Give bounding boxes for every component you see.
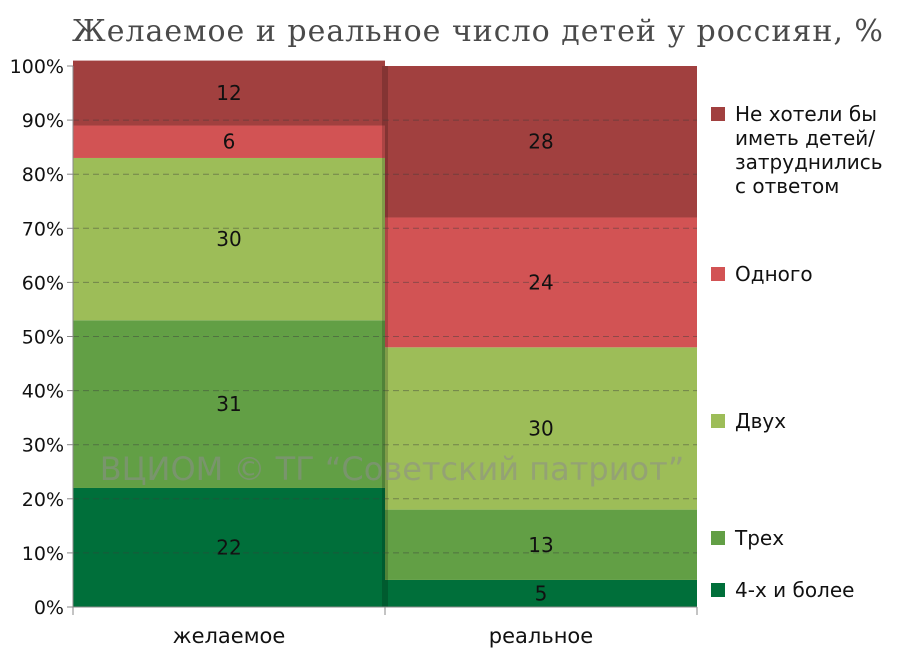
data-label: 30: [216, 227, 241, 251]
x-tick-label: реальное: [489, 624, 593, 648]
legend-swatch: [711, 531, 725, 545]
x-tick-label: желаемое: [173, 624, 286, 648]
y-tick-label: 40%: [22, 381, 64, 403]
legend-swatch: [711, 414, 725, 428]
watermark-text: ВЦИОМ © ТГ “Советский патриот”: [100, 450, 685, 488]
bar-segment: [385, 579, 697, 607]
y-tick-label: 50%: [22, 327, 64, 349]
legend-label: Не хотели бы: [735, 102, 877, 126]
bar-segment: [385, 217, 697, 348]
y-tick-label: 20%: [22, 489, 64, 511]
legend-swatch: [711, 583, 725, 597]
legend-label: Двух: [735, 409, 786, 433]
y-tick-label: 0%: [34, 597, 64, 619]
legend-label: затруднились: [735, 150, 883, 174]
legend-label: Одного: [735, 262, 813, 286]
legend-label: 4-х и более: [735, 578, 854, 602]
y-tick-label: 70%: [22, 218, 64, 240]
data-label: 30: [528, 416, 553, 440]
column-divider: [382, 66, 388, 607]
chart-title: Желаемое и реальное число детей у россия…: [72, 14, 884, 49]
legend-label: с ответом: [735, 174, 839, 198]
data-label: 5: [535, 581, 548, 605]
legend-swatch: [711, 267, 725, 281]
y-tick-label: 100%: [10, 56, 64, 78]
legend-label: Трех: [734, 526, 784, 550]
legend-swatch: [711, 107, 725, 121]
y-tick-label: 10%: [22, 543, 64, 565]
bar-segment: [385, 347, 697, 510]
bar-segment: [73, 125, 385, 158]
bar-segment: [385, 66, 697, 218]
data-label: 31: [216, 392, 241, 416]
bar-segment: [73, 60, 385, 126]
bar-segment: [73, 157, 385, 321]
data-label: 6: [223, 130, 236, 154]
bar-segment: [73, 320, 385, 488]
data-label: 24: [528, 270, 553, 294]
y-tick-label: 90%: [22, 110, 64, 132]
bar-segment: [73, 487, 385, 607]
y-tick-label: 30%: [22, 435, 64, 457]
data-label: 12: [216, 81, 241, 105]
y-tick-label: 60%: [22, 272, 64, 294]
y-tick-label: 80%: [22, 164, 64, 186]
data-label: 22: [216, 535, 241, 559]
bar-segment: [385, 509, 697, 580]
legend-label: иметь детей/: [735, 126, 875, 150]
data-label: 13: [528, 533, 553, 557]
data-label: 28: [528, 130, 553, 154]
